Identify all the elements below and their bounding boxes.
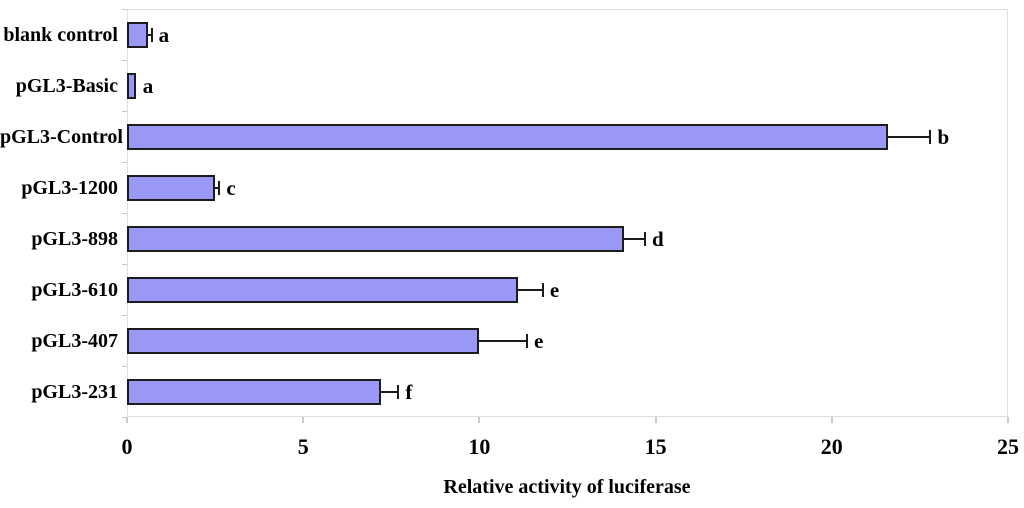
error-bar-line: [479, 339, 526, 342]
error-bar-cap: [397, 384, 400, 399]
significance-letter: b: [937, 124, 950, 149]
significance-letter: d: [652, 226, 664, 251]
error-bar-cap: [541, 282, 544, 297]
category-label: pGL3-231: [31, 380, 118, 403]
x-axis-tick-label: 5: [297, 434, 309, 459]
bar: [127, 276, 519, 303]
x-axis-tick: [126, 417, 128, 423]
y-axis-tick: [122, 111, 127, 112]
y-axis-tick: [122, 315, 127, 316]
x-axis-tick: [302, 417, 305, 423]
x-axis-tick-label: 20: [820, 434, 843, 459]
significance-letter: a: [158, 22, 170, 47]
x-axis-tick: [478, 417, 481, 423]
error-bar-line: [623, 237, 645, 240]
plot-area: [127, 9, 1008, 417]
error-bar-line: [888, 135, 930, 138]
error-bar-line: [148, 33, 151, 36]
x-axis-tick-label: 0: [121, 434, 133, 459]
x-axis-tick-label: 15: [644, 434, 667, 459]
y-axis-tick: [122, 9, 127, 10]
x-axis-tick: [830, 417, 833, 423]
error-bar-cap: [218, 180, 221, 195]
x-axis-tick-label: 10: [468, 434, 491, 459]
y-axis-tick: [122, 60, 127, 61]
bar: [127, 225, 624, 252]
category-label: pGL3-1200: [21, 176, 118, 199]
error-bar-cap: [150, 27, 153, 42]
significance-letter: f: [405, 379, 413, 404]
bar: [127, 72, 136, 99]
significance-letter: a: [142, 73, 154, 98]
error-bar-cap: [644, 231, 647, 246]
bar: [127, 174, 216, 201]
category-label: blank control: [3, 23, 118, 46]
x-axis-tick: [1007, 417, 1009, 423]
y-axis-tick: [122, 264, 127, 265]
bar: [127, 378, 381, 405]
bar: [127, 327, 480, 354]
error-bar-line: [518, 288, 542, 291]
y-axis-tick: [122, 213, 127, 214]
significance-letter: e: [549, 277, 560, 302]
error-bar-cap: [525, 333, 528, 348]
category-label: pGL3-Basic: [15, 74, 118, 97]
error-bar-line: [380, 390, 398, 393]
error-bar-cap: [929, 129, 932, 144]
x-axis-tick: [654, 417, 657, 423]
category-label: pGL3-898: [31, 227, 118, 250]
significance-letter: e: [533, 328, 544, 353]
bar: [127, 123, 889, 150]
bar: [127, 21, 149, 48]
x-axis-tick-label: 25: [997, 434, 1019, 459]
error-bar-line: [215, 186, 219, 189]
significance-letter: c: [226, 175, 236, 200]
category-label: pGL3-610: [31, 278, 118, 301]
category-label: pGL3-Control: [0, 125, 123, 148]
x-axis-title: Relative activity of luciferase: [443, 476, 691, 498]
y-axis-tick: [122, 417, 127, 418]
y-axis-tick: [122, 162, 127, 163]
category-label: pGL3-407: [31, 329, 118, 352]
y-axis-tick: [122, 366, 127, 367]
